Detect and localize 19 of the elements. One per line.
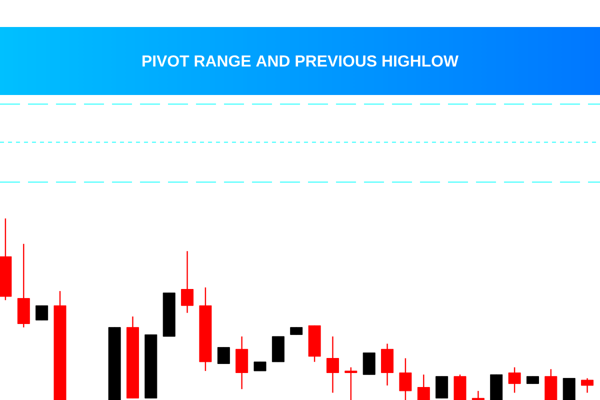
candlestick <box>562 378 576 400</box>
chart-title: PIVOT RANGE AND PREVIOUS HIGHLOW <box>142 55 459 67</box>
candlestick <box>581 378 594 394</box>
candlestick <box>436 376 448 399</box>
candlestick <box>217 346 230 364</box>
candlestick <box>36 304 48 321</box>
candlestick <box>544 368 558 400</box>
candlestick <box>326 336 339 394</box>
candlestick <box>417 374 430 400</box>
candlestick <box>362 352 376 376</box>
candlestick <box>181 250 194 314</box>
candlestick <box>254 361 266 372</box>
candlestick <box>381 343 394 386</box>
candlestick <box>472 390 484 400</box>
candlestick <box>399 358 412 400</box>
candlestick <box>236 336 248 390</box>
candlestick <box>454 374 466 400</box>
candlestick <box>344 366 358 400</box>
candlestick <box>508 366 521 394</box>
